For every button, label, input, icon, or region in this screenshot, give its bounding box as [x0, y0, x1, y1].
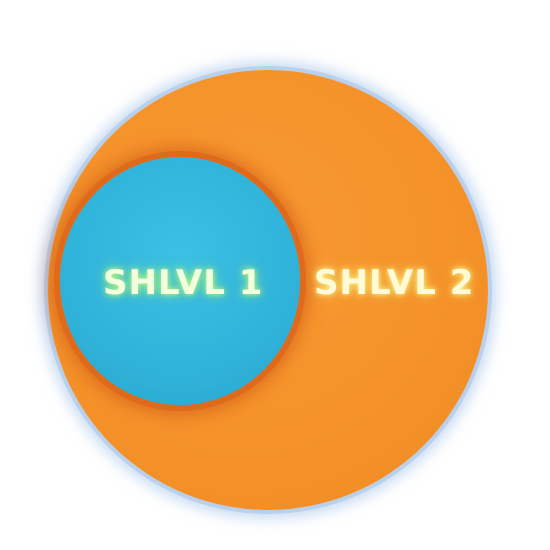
inner-circle-label: SHLVL 1 [103, 263, 264, 303]
outer-circle-label: SHLVL 2 [314, 263, 475, 303]
inner-circle-shlvl-1 [60, 157, 300, 405]
